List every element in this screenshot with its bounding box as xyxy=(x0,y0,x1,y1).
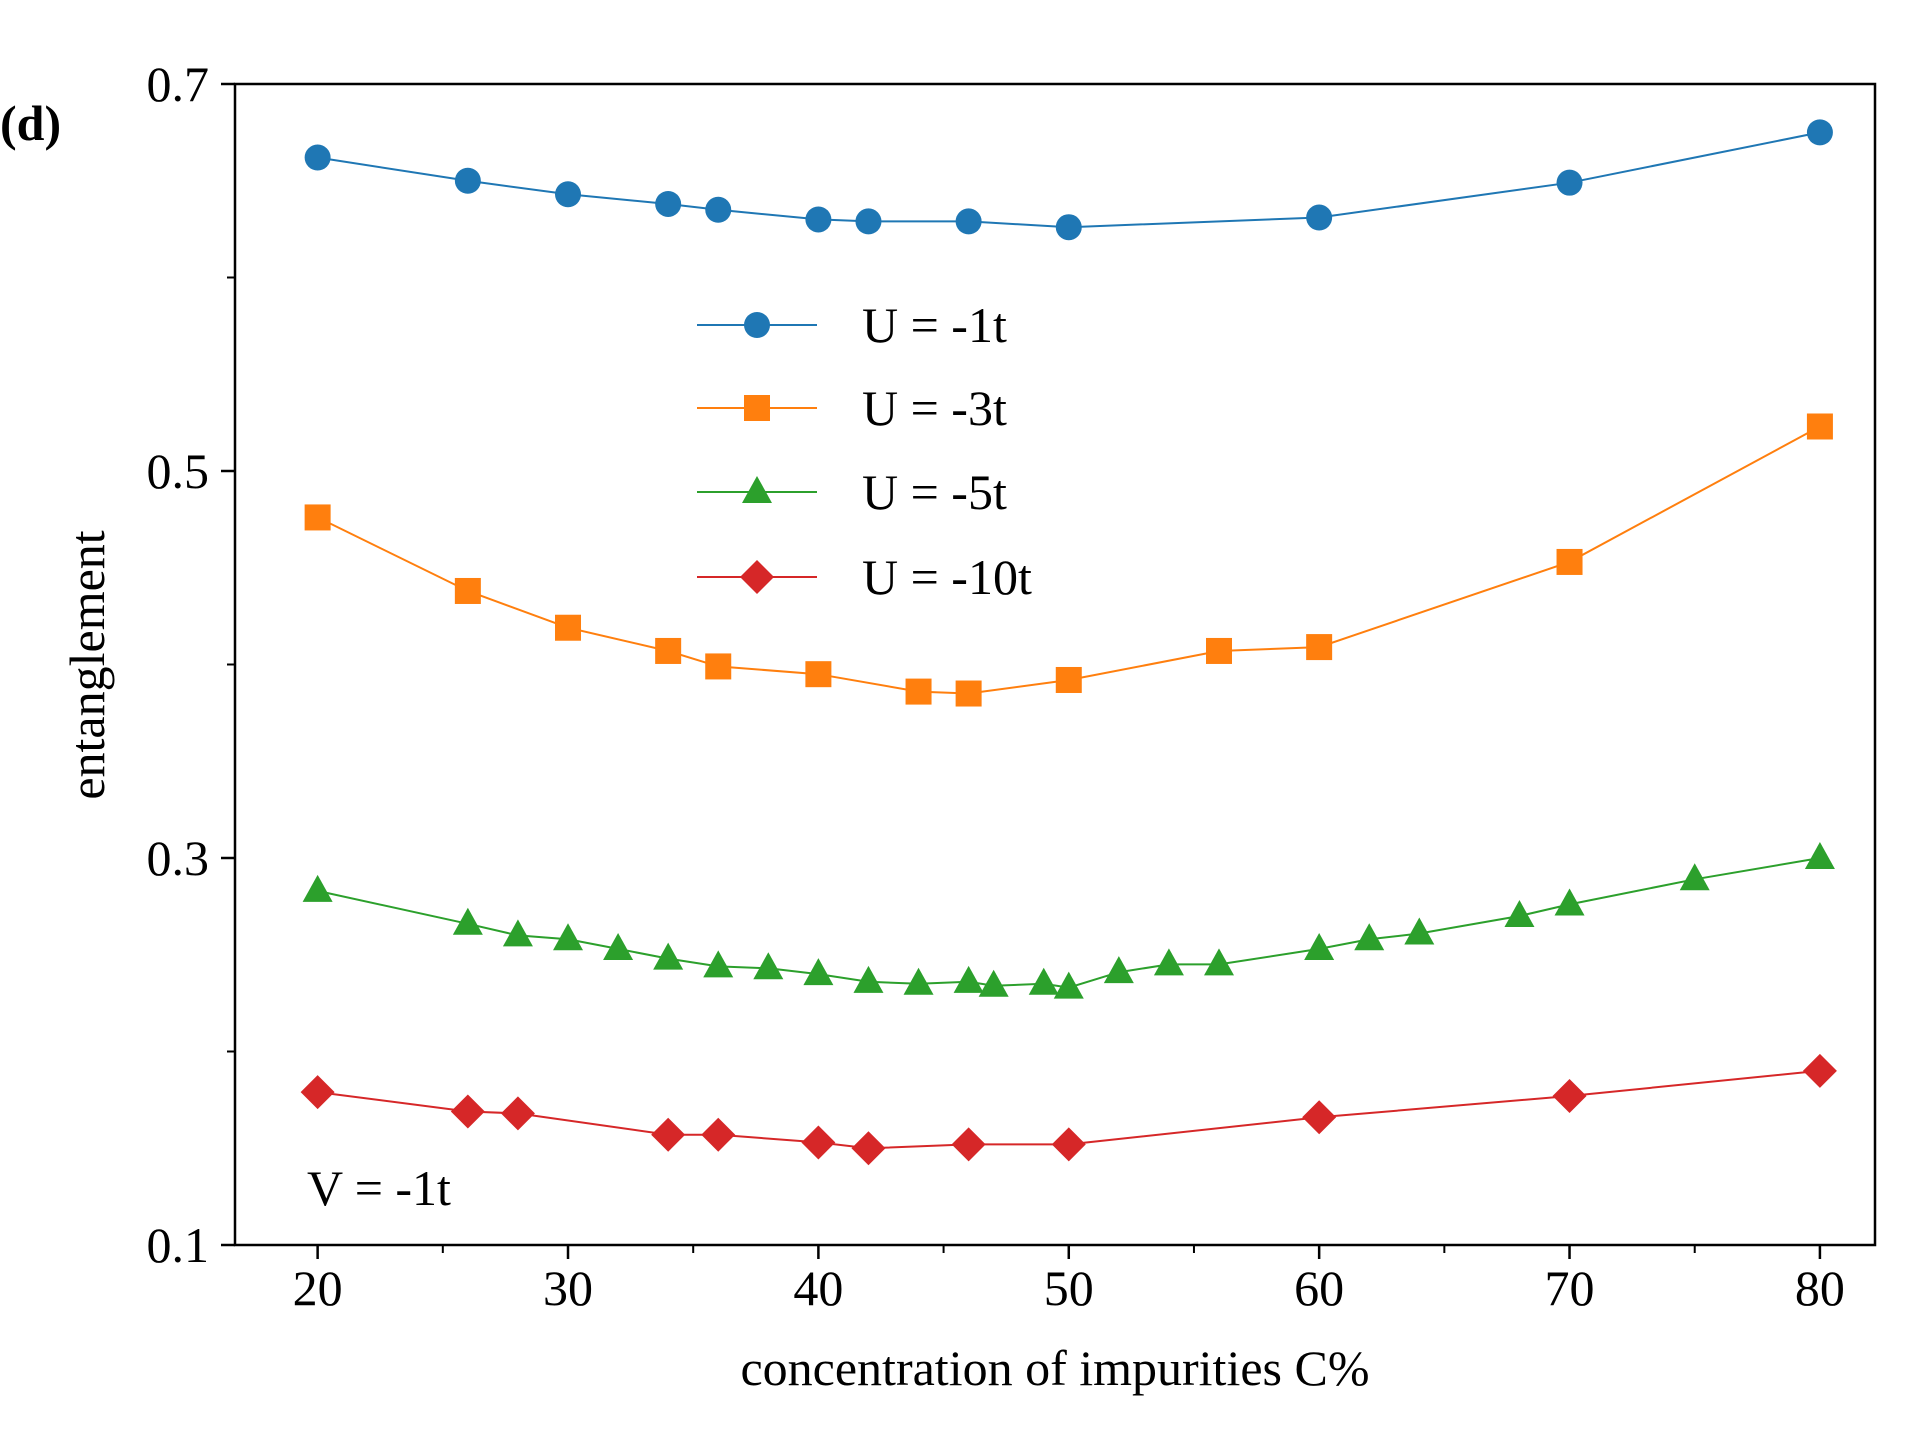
data-point xyxy=(1354,923,1385,951)
legend-entry: U = -3t xyxy=(697,380,1007,436)
data-point xyxy=(454,577,481,604)
legend-label: U = -10t xyxy=(862,549,1032,605)
x-tick-label: 70 xyxy=(1545,1260,1595,1316)
data-point xyxy=(450,1094,485,1129)
data-point xyxy=(1504,900,1535,928)
data-point xyxy=(500,1096,535,1131)
data-point xyxy=(1806,413,1833,440)
series-1 xyxy=(304,119,1833,241)
data-point xyxy=(955,680,982,707)
data-point xyxy=(1302,1100,1337,1135)
data-point xyxy=(655,190,682,217)
data-point xyxy=(951,1127,986,1162)
data-point xyxy=(703,950,734,978)
legend-marker xyxy=(744,312,770,338)
legend-entry: U = -10t xyxy=(697,549,1032,605)
series-2 xyxy=(304,413,1833,707)
data-point xyxy=(903,967,934,995)
data-point xyxy=(1556,169,1583,196)
data-point xyxy=(705,196,732,223)
legend-marker xyxy=(744,395,770,421)
data-point xyxy=(653,942,684,970)
data-point xyxy=(953,965,984,993)
y-tick-label: 0.3 xyxy=(147,830,210,886)
data-point xyxy=(300,1075,335,1110)
data-point xyxy=(1028,967,1059,995)
axes-layer: 20 30 40 50 60 70 80 0.1 0.3 0.5 0.7 xyxy=(147,56,1845,1316)
data-point xyxy=(805,206,832,233)
data-point xyxy=(801,1125,836,1160)
panel-label: (d) xyxy=(0,95,61,151)
data-point xyxy=(1556,548,1583,575)
x-tick-label: 30 xyxy=(543,1260,593,1316)
data-point xyxy=(1804,842,1835,869)
data-point xyxy=(655,637,682,664)
data-point xyxy=(304,144,331,171)
x-tick-label: 40 xyxy=(793,1260,843,1316)
data-point xyxy=(452,907,483,935)
legend-entry: U = -5t xyxy=(697,464,1007,520)
data-point xyxy=(1806,119,1833,146)
data-point xyxy=(1053,971,1084,999)
x-tick-label: 80 xyxy=(1795,1260,1845,1316)
data-point xyxy=(603,932,634,960)
data-point xyxy=(1103,956,1134,984)
data-point xyxy=(1552,1079,1587,1114)
data-point xyxy=(1306,204,1333,231)
data-point xyxy=(1204,948,1234,976)
data-point xyxy=(803,958,834,986)
x-tick-label: 60 xyxy=(1294,1260,1344,1316)
data-point xyxy=(502,919,533,947)
data-point xyxy=(855,208,882,235)
data-point xyxy=(1802,1053,1837,1088)
data-point xyxy=(304,504,331,531)
legend-label: U = -5t xyxy=(862,464,1007,520)
data-point xyxy=(955,208,982,235)
data-point xyxy=(1055,666,1082,693)
legend-label: U = -1t xyxy=(862,297,1007,353)
data-point xyxy=(1679,863,1710,891)
data-point xyxy=(853,965,884,993)
series-layer xyxy=(300,119,1837,1166)
data-point xyxy=(978,969,1009,997)
data-point xyxy=(454,167,481,194)
data-point xyxy=(905,678,932,705)
y-tick-label: 0.5 xyxy=(147,443,210,499)
data-point xyxy=(753,952,784,980)
y-axis-label: entanglement xyxy=(59,530,115,799)
data-point xyxy=(1153,948,1184,976)
annotation-v: V = -1t xyxy=(307,1160,451,1216)
legend-entry: U = -1t xyxy=(697,297,1007,353)
data-point xyxy=(705,653,732,680)
data-point xyxy=(555,181,582,208)
data-point xyxy=(1306,634,1333,661)
data-point xyxy=(1055,214,1082,241)
data-point xyxy=(555,614,582,641)
x-tick-label: 20 xyxy=(293,1260,343,1316)
data-point xyxy=(553,923,584,951)
data-point xyxy=(805,661,832,688)
series-3 xyxy=(302,842,1835,999)
x-tick-label: 50 xyxy=(1044,1260,1094,1316)
data-point xyxy=(1051,1127,1086,1162)
x-axis-label: concentration of impurities C% xyxy=(740,1340,1369,1396)
series-4 xyxy=(300,1053,1837,1166)
legend-label: U = -3t xyxy=(862,380,1007,436)
data-point xyxy=(1404,917,1435,945)
data-point xyxy=(302,874,333,902)
series-line xyxy=(317,131,1821,229)
y-tick-label: 0.7 xyxy=(147,56,210,112)
legend: U = -1t U = -3t U = -5t U = -10t xyxy=(697,297,1032,605)
data-point xyxy=(701,1117,736,1152)
legend-marker xyxy=(740,560,774,594)
data-point xyxy=(651,1117,686,1152)
data-point xyxy=(1206,637,1232,664)
data-point xyxy=(851,1131,886,1166)
y-tick-label: 0.1 xyxy=(147,1217,210,1273)
legend-marker xyxy=(742,476,772,503)
data-point xyxy=(1304,932,1335,960)
data-point xyxy=(1554,888,1585,916)
